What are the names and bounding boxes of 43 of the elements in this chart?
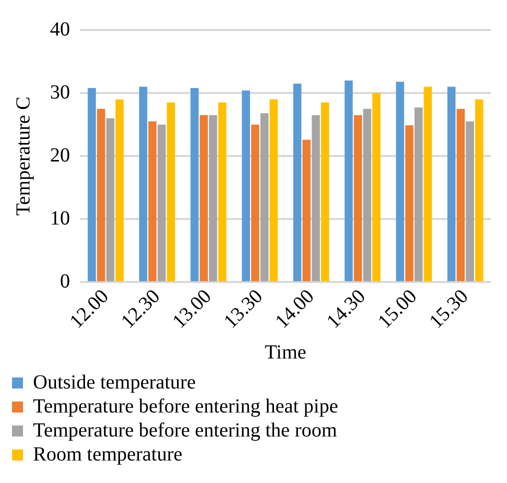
bar [96,108,106,282]
bar [115,99,124,282]
bar [158,124,166,282]
y-tick-label: 30 [50,81,70,104]
bar [208,115,218,282]
bar [354,115,362,282]
bar [190,88,199,282]
bar [148,121,157,282]
bar [447,86,456,282]
bar [475,99,484,282]
bar [320,102,330,282]
bar [166,102,176,282]
legend-label: Temperature before entering heat pipe [33,395,338,418]
bar [456,108,465,282]
bar [251,124,260,282]
bar [88,88,96,282]
bar [293,84,302,282]
y-axis-title: Temperature C [12,96,34,216]
bar [260,113,269,282]
legend-label: Outside temperature [33,371,196,394]
bar [270,99,278,282]
x-axis-title: Time [264,341,306,364]
bar [414,108,423,282]
bar [242,90,250,282]
legend-label: Temperature before entering the room [33,419,338,442]
bar [312,115,320,282]
legend-label: Room temperature [33,443,183,466]
bar [200,115,208,282]
bar [344,80,353,282]
bar [372,93,381,282]
bar [106,118,114,282]
y-tick-label: 0 [60,270,70,292]
bar [363,108,372,282]
bar [396,82,404,282]
bar [466,121,474,282]
bar [139,86,148,282]
bar [405,125,414,282]
y-tick-label: 20 [50,144,70,166]
y-tick-label: 40 [50,18,70,40]
bar [424,86,432,282]
bar [302,140,311,282]
y-tick-label: 10 [50,207,70,230]
bar [218,102,226,282]
